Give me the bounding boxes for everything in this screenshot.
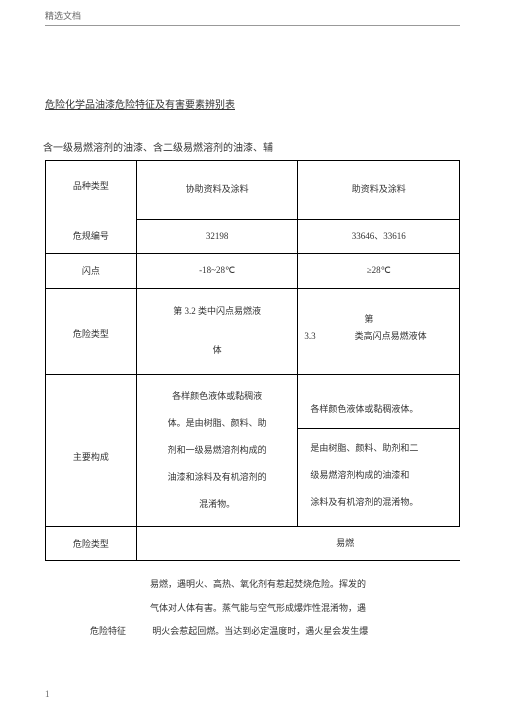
cell-code-label: 危规编号 xyxy=(46,219,137,254)
footer-line: 气体对人体有害。蒸气能与空气形成爆炸性混淆物，遇 xyxy=(45,597,460,620)
main-content: 危险化学品油漆危险特征及有害要素辨别表 含一级易燃溶剂的油漆、含二级易燃溶剂的油… xyxy=(0,26,505,561)
header-label: 精选文档 xyxy=(45,11,81,21)
cell-hazard-type2-content: 易燃 xyxy=(136,526,459,561)
doc-subtitle: 含一级易燃溶剂的油漆、含二级易燃溶剂的油漆、辅 xyxy=(43,139,460,154)
table-row: 主要构成 各样颜色液体或黏稠液 体。是由树脂、颜料、助 剂和一级易燃溶剂构成的 … xyxy=(46,374,460,428)
cell-category-col2: 协助资料及涂料 xyxy=(136,161,298,220)
footer-line: 危险特征 明火会惹起回燃。当达到必定温度时，遇火星会发生爆 xyxy=(45,620,460,643)
cell-hazard-type-label: 危险类型 xyxy=(46,288,137,374)
table-row: 闪点 -18~28℃ ≥28℃ xyxy=(46,254,460,289)
cell-code-col3: 33646、33616 xyxy=(298,219,460,254)
hazard-table: 品种类型 协助资料及涂料 助资料及涂料 危规编号 32198 33646、336… xyxy=(45,160,460,561)
cell-category-col3: 助资料及涂料 xyxy=(298,161,460,220)
table-row: 品种类型 协助资料及涂料 助资料及涂料 xyxy=(46,161,460,220)
cell-hazard-type-col2: 第 3.2 类中闪点易燃液 体 xyxy=(136,288,298,374)
doc-header: 精选文档 xyxy=(0,0,505,22)
cell-composition-label: 主要构成 xyxy=(46,374,137,526)
cell-composition-col3-bottom: 是由树脂、颜料、助剂和二 级易燃溶剂构成的油漆和 涂料及有机溶剂的混淆物。 xyxy=(298,429,460,527)
table-row: 危险类型 第 3.2 类中闪点易燃液 体 第 3.3 类高闪点易燃液体 xyxy=(46,288,460,374)
cell-composition-col2: 各样颜色液体或黏稠液 体。是由树脂、颜料、助 剂和一级易燃溶剂构成的 油漆和涂料… xyxy=(136,374,298,526)
table-row: 危规编号 32198 33646、33616 xyxy=(46,219,460,254)
footer-text: 易燃，遇明火、高热、氧化剂有惹起焚烧危险。挥发的 气体对人体有害。蒸气能与空气形… xyxy=(0,573,505,643)
doc-title: 危险化学品油漆危险特征及有害要素辨别表 xyxy=(45,96,460,111)
cell-flash-col2: -18~28℃ xyxy=(136,254,298,289)
page-number: 1 xyxy=(45,689,50,699)
cell-flash-label: 闪点 xyxy=(46,254,137,289)
cell-hazard-type-col3: 第 3.3 类高闪点易燃液体 xyxy=(298,288,460,374)
cell-hazard-type2-label: 危险类型 xyxy=(46,526,137,561)
cell-composition-col3-top: 各样颜色液体或黏稠液体。 xyxy=(298,374,460,428)
cell-category-label: 品种类型 xyxy=(46,161,137,220)
table-row: 危险类型 易燃 xyxy=(46,526,460,561)
risk-feature-label: 危险特征 xyxy=(90,620,150,643)
footer-line: 易燃，遇明火、高热、氧化剂有惹起焚烧危险。挥发的 xyxy=(45,573,460,596)
cell-code-col2: 32198 xyxy=(136,219,298,254)
cell-flash-col3: ≥28℃ xyxy=(298,254,460,289)
